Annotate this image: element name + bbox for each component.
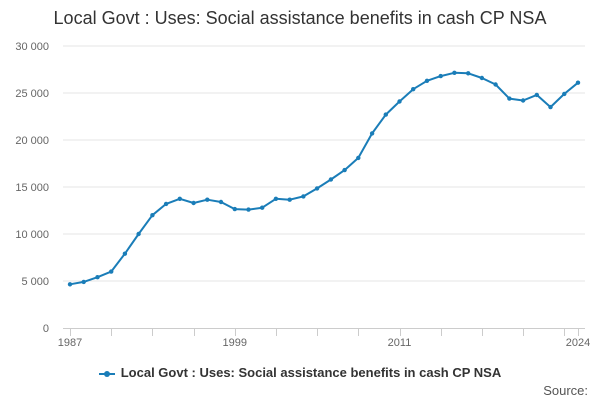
data-point[interactable] <box>424 78 430 84</box>
y-tick-label: 5 000 <box>21 276 49 288</box>
data-point[interactable] <box>493 82 498 87</box>
data-point[interactable] <box>562 91 567 97</box>
data-point[interactable] <box>411 87 416 92</box>
x-tick-label: 1987 <box>58 337 82 349</box>
y-tick-label: 30 000 <box>15 41 49 53</box>
data-point[interactable] <box>397 99 402 104</box>
data-point[interactable] <box>163 201 169 207</box>
data-point[interactable] <box>246 207 251 212</box>
data-point[interactable] <box>479 75 485 81</box>
y-tick-label: 10 000 <box>15 229 49 241</box>
x-tick-label: 1999 <box>223 337 247 349</box>
data-point[interactable] <box>356 155 361 161</box>
y-tick-label: 25 000 <box>15 88 49 100</box>
data-point[interactable] <box>507 96 512 101</box>
data-point[interactable] <box>81 279 86 285</box>
data-point[interactable] <box>369 131 375 136</box>
data-point[interactable] <box>273 196 279 201</box>
data-point[interactable] <box>328 177 334 182</box>
legend-swatch-icon <box>98 370 115 377</box>
data-point[interactable] <box>452 70 457 76</box>
axes <box>63 328 585 336</box>
data-point[interactable] <box>287 197 292 202</box>
gridlines <box>63 45 585 282</box>
data-point[interactable] <box>438 73 443 79</box>
data-point[interactable] <box>534 92 539 98</box>
data-point[interactable] <box>95 275 100 280</box>
x-tick-labels: 1987 1999 2011 2024 <box>58 337 590 349</box>
y-tick-label: 15 000 <box>15 182 49 194</box>
data-point[interactable] <box>383 112 388 117</box>
data-point[interactable] <box>232 206 237 212</box>
data-point[interactable] <box>548 104 553 110</box>
data-point[interactable] <box>218 199 224 205</box>
source-label: Source: <box>543 383 588 398</box>
data-point[interactable] <box>466 71 471 76</box>
data-point[interactable] <box>109 269 114 274</box>
legend[interactable]: Local Govt : Uses: Social assistance ben… <box>0 365 600 380</box>
series-line <box>69 71 579 286</box>
data-point[interactable] <box>260 205 265 210</box>
legend-label: Local Govt : Uses: Social assistance ben… <box>120 365 502 380</box>
chart-title: Local Govt : Uses: Social assistance ben… <box>53 8 547 28</box>
data-point[interactable] <box>136 231 141 237</box>
y-tick-label: 0 <box>43 323 49 335</box>
data-point[interactable] <box>177 196 182 201</box>
data-point[interactable] <box>191 200 196 206</box>
data-point[interactable] <box>67 282 73 287</box>
data-point[interactable] <box>314 186 320 191</box>
data-point[interactable] <box>342 167 347 173</box>
data-point[interactable] <box>520 98 526 103</box>
x-tick-label: 2024 <box>566 337 590 349</box>
data-point[interactable] <box>122 251 128 256</box>
x-tick-label: 2011 <box>388 337 412 349</box>
data-point[interactable] <box>205 197 210 202</box>
y-tick-label: 20 000 <box>15 135 49 147</box>
data-point[interactable] <box>301 194 306 199</box>
series-layer <box>67 70 581 287</box>
y-tick-labels: 0 5 000 10 000 15 000 20 000 25 000 30 000 <box>15 41 49 335</box>
data-point[interactable] <box>575 80 581 85</box>
data-point[interactable] <box>150 213 155 218</box>
